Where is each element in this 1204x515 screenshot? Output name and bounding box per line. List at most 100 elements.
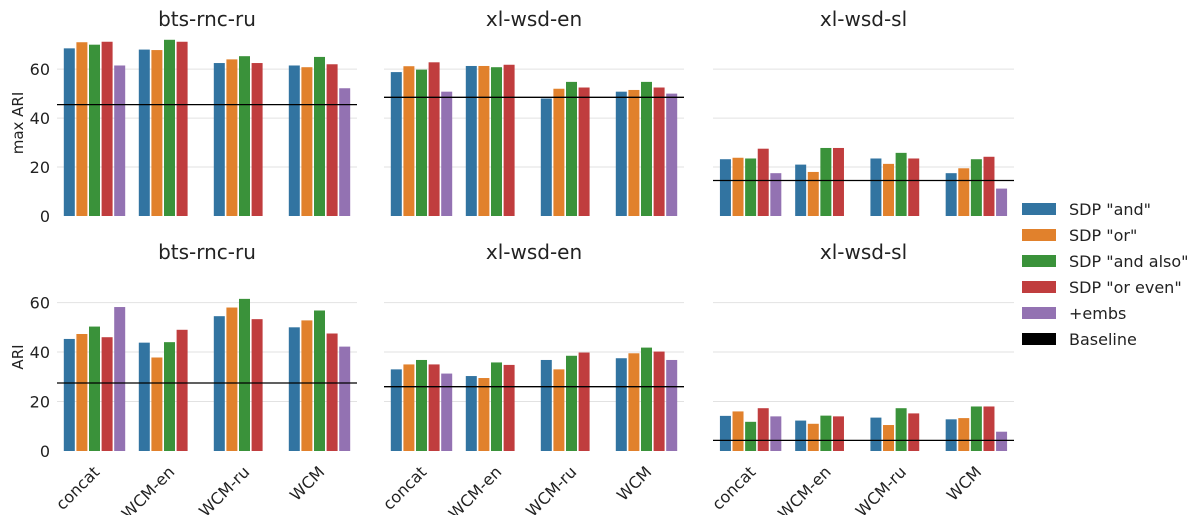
bar-embs-concat <box>770 416 782 451</box>
bar-sdp-or-even-concat <box>101 41 113 216</box>
bar-sdp-or-even-wcm-en <box>176 41 188 216</box>
bar-sdp-and-concat <box>719 415 731 451</box>
legend-swatch <box>1022 255 1056 267</box>
bar-sdp-and-concat <box>390 369 402 451</box>
bar-sdp-and-also-concat <box>745 421 757 451</box>
y-tick-label: 0 <box>40 207 50 226</box>
y-axis-label: max ARI <box>9 92 27 155</box>
legend-item-sdp-or-even: SDP "or even" <box>1022 274 1189 300</box>
bar-sdp-and-concat <box>390 72 402 217</box>
panel-title: bts-rnc-ru <box>158 7 256 31</box>
bar-embs-wcm <box>339 346 351 451</box>
panel-6: xl-wsd-sl concat WCM-en WCM-ru WCM <box>708 240 1014 515</box>
legend-swatch <box>1022 333 1056 345</box>
bar-sdp-or-even-wcm-en <box>832 147 844 216</box>
panel-title: bts-rnc-ru <box>158 240 256 264</box>
bar-sdp-and-wcm-ru <box>213 63 225 216</box>
bar-sdp-or-wcm <box>628 89 640 216</box>
bar-sdp-and-also-concat <box>416 69 427 216</box>
panel-3: xl-wsd-sl <box>713 7 1014 216</box>
bar-sdp-and-also-wcm-ru <box>566 81 577 216</box>
bar-sdp-and-also-concat <box>89 44 100 217</box>
legend-label: SDP "and also" <box>1069 251 1189 271</box>
bar-sdp-or-wcm-en <box>151 50 163 216</box>
x-tick-label: WCM-en <box>774 462 835 515</box>
x-tick-label: WCM-ru <box>852 462 910 515</box>
bar-sdp-or-even-wcm-en <box>503 64 515 217</box>
bar-sdp-or-even-wcm-ru <box>578 352 590 451</box>
bar-sdp-and-wcm-en <box>138 49 150 216</box>
legend-swatch <box>1022 307 1056 319</box>
legend-label: Baseline <box>1069 329 1137 349</box>
y-tick-label: 40 <box>30 109 50 128</box>
legend-item-baseline: Baseline <box>1022 326 1189 352</box>
x-tick-label: WCM <box>613 462 655 504</box>
bar-sdp-and-wcm-en <box>795 164 807 216</box>
bar-sdp-or-wcm-en <box>807 171 819 216</box>
legend: SDP "and" SDP "or" SDP "and also" SDP "or e… <box>1022 196 1189 352</box>
bar-sdp-and-wcm-en <box>465 376 477 451</box>
bar-embs-concat <box>114 307 126 451</box>
bar-embs-wcm <box>339 88 351 216</box>
bar-sdp-or-even-concat <box>757 148 769 216</box>
bar-sdp-and-also-concat <box>89 326 100 451</box>
x-tick-label: WCM-ru <box>195 462 253 515</box>
x-tick-label: concat <box>708 462 759 513</box>
panel-title: xl-wsd-en <box>486 7 582 31</box>
bar-sdp-and-concat <box>719 159 731 216</box>
bar-sdp-or-wcm <box>958 168 970 216</box>
bar-embs-concat <box>770 173 782 216</box>
bar-sdp-and-also-wcm-en <box>491 67 502 216</box>
bar-sdp-and-also-wcm-ru <box>895 408 907 451</box>
bar-sdp-or-even-wcm-ru <box>908 413 920 451</box>
legend-label: SDP "or even" <box>1069 277 1182 297</box>
bar-sdp-or-concat <box>76 42 88 216</box>
y-tick-label: 0 <box>40 442 50 461</box>
bar-embs-concat <box>441 91 453 216</box>
bar-sdp-and-also-wcm-en <box>820 147 832 216</box>
bar-sdp-or-even-wcm <box>326 64 338 217</box>
x-tick-label: WCM <box>286 462 328 504</box>
legend-label: SDP "or" <box>1069 225 1138 245</box>
bar-sdp-and-also-wcm <box>641 81 652 216</box>
bar-sdp-and-wcm <box>945 419 957 451</box>
panel-title: xl-wsd-en <box>486 240 582 264</box>
bar-sdp-and-also-wcm <box>314 310 325 451</box>
panel-2: xl-wsd-en <box>384 7 684 217</box>
bar-sdp-and-wcm-en <box>795 420 807 451</box>
bar-sdp-or-even-wcm <box>983 406 995 451</box>
y-tick-label: 20 <box>30 158 50 177</box>
bar-sdp-and-also-wcm-ru <box>239 56 250 216</box>
bar-sdp-and-concat <box>63 48 75 217</box>
legend-swatch <box>1022 229 1056 241</box>
bar-sdp-or-concat <box>732 411 744 451</box>
bar-embs-concat <box>441 373 453 451</box>
bar-sdp-and-also-wcm-ru <box>566 355 577 451</box>
bar-sdp-or-even-wcm-en <box>503 364 515 451</box>
bar-sdp-or-concat <box>76 333 88 451</box>
bar-sdp-or-even-wcm-ru <box>908 158 920 216</box>
legend-swatch <box>1022 281 1056 293</box>
bar-sdp-or-even-wcm-ru <box>578 87 590 217</box>
legend-item-embs: +embs <box>1022 300 1189 326</box>
bar-sdp-or-wcm <box>628 353 640 451</box>
bar-sdp-and-also-wcm <box>641 347 652 451</box>
bar-sdp-or-wcm-ru <box>226 307 238 451</box>
x-tick-label: WCM-ru <box>522 462 580 515</box>
legend-item-sdp-or: SDP "or" <box>1022 222 1189 248</box>
bar-sdp-and-also-wcm-en <box>164 39 175 216</box>
bar-sdp-or-even-wcm <box>653 87 665 217</box>
y-tick-label: 20 <box>30 393 50 412</box>
bar-sdp-or-wcm-en <box>151 357 163 451</box>
bar-sdp-or-even-concat <box>428 364 440 451</box>
bar-sdp-and-also-wcm-ru <box>239 298 250 451</box>
panel-4: 0 20 40 60 ARI bts-rnc-ru concat WCM-en WCM-ru WC… <box>9 240 357 515</box>
y-axis-label: ARI <box>9 344 27 369</box>
bar-sdp-or-wcm-en <box>478 378 490 451</box>
bar-sdp-and-concat <box>63 338 75 451</box>
y-tick-label: 60 <box>30 294 50 313</box>
bar-sdp-or-concat <box>732 157 744 216</box>
bar-sdp-and-wcm <box>288 65 300 216</box>
